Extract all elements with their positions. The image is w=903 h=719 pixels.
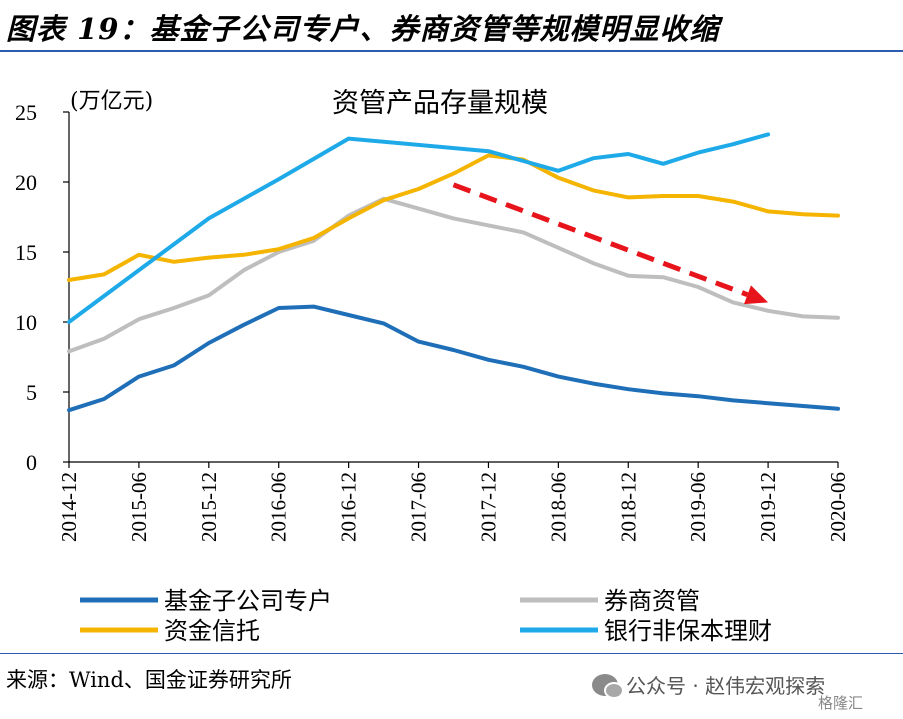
chart-axes: 0 5 10 15 20 25 2014-12 2015-06 2015-12 2016-06 20… [15,100,850,542]
x-tick-label: 2017-12 [476,472,500,542]
y-tick-label: 20 [15,170,37,195]
legend-label: 银行非保本理财 [604,617,772,645]
watermark-text: 公众号 · 赵伟宏观探索 [626,674,826,698]
y-tick-label: 10 [15,310,37,335]
series-line-1 [67,304,840,413]
trend-arrow-head [743,285,769,305]
watermark-corner: 格隆汇 [818,694,864,712]
x-tick-label: 2019-12 [756,472,780,542]
x-tick-label: 2016-06 [267,472,291,542]
chart-annotations [452,182,769,305]
chart-series [67,132,840,413]
x-tick-label: 2017-06 [407,472,431,542]
x-tick-label: 2016-12 [337,472,361,542]
footer-divider [0,653,903,654]
x-tick-label: 2019-06 [686,472,710,542]
y-tick-label: 25 [15,100,37,125]
legend-label: 资金信托 [164,617,260,645]
figure-header: 图表 19：基金子公司专户、券商资管等规模明显收缩 [0,0,903,52]
series-line-2 [67,196,840,354]
figure-source: 来源：Wind、国金证券研究所 [6,668,292,692]
line-chart: 0 5 10 15 20 25 2014-12 2015-06 2015-12 2016-06 20… [15,88,850,645]
header-divider [0,50,903,52]
watermark: 公众号 · 赵伟宏观探索 [592,670,825,699]
series-line-4 [67,132,771,324]
x-tick-label: 2020-06 [826,472,850,542]
wechat-icon [592,673,624,699]
legend-label: 基金子公司专户 [164,587,332,615]
legend-label: 券商资管 [604,587,700,615]
y-unit-label: (万亿元) [70,89,153,114]
figure-title: 图表 19：基金子公司专户、券商资管等规模明显收缩 [6,12,720,46]
x-tick-label: 2018-12 [616,472,640,542]
trend-arrow-shaft [452,182,749,298]
x-tick-label: 2014-12 [57,472,81,542]
x-tick-label: 2015-06 [127,472,151,542]
chart-title: 资管产品存量规模 [332,88,548,119]
x-tick-label: 2018-06 [546,472,570,542]
x-tick-label: 2015-12 [197,472,221,542]
y-tick-label: 15 [15,240,37,265]
series-line-3 [67,153,840,282]
y-tick-label: 0 [26,450,37,475]
y-tick-label: 5 [26,380,37,405]
